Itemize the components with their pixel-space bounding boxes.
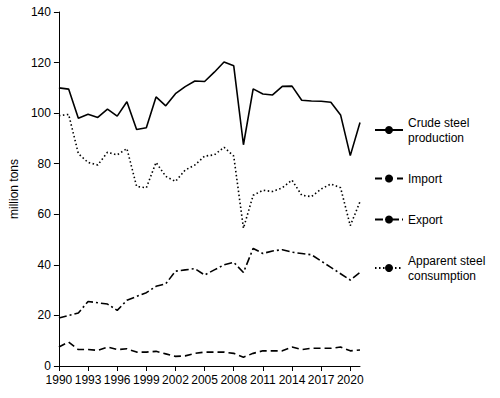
svg-text:20: 20	[38, 308, 52, 322]
svg-text:2011: 2011	[250, 373, 276, 387]
svg-text:1990: 1990	[46, 373, 73, 387]
svg-text:1999: 1999	[133, 373, 160, 387]
svg-text:Crude steel: Crude steel	[408, 116, 473, 130]
svg-text:million tons: million tons	[7, 159, 21, 219]
svg-text:2014: 2014	[279, 373, 306, 387]
svg-text:Apparent steel: Apparent steel	[408, 254, 489, 268]
svg-text:80: 80	[38, 157, 52, 171]
svg-text:2008: 2008	[220, 373, 247, 387]
svg-text:0: 0	[44, 359, 51, 373]
svg-text:2005: 2005	[191, 373, 218, 387]
svg-text:120: 120	[31, 56, 51, 70]
svg-text:2002: 2002	[162, 373, 189, 387]
svg-text:2017: 2017	[308, 373, 335, 387]
svg-text:Export: Export	[408, 213, 443, 227]
svg-text:2020: 2020	[337, 373, 364, 387]
svg-text:Import: Import	[408, 172, 443, 186]
svg-text:1993: 1993	[75, 373, 102, 387]
svg-text:1996: 1996	[104, 373, 131, 387]
svg-text:140: 140	[31, 5, 51, 19]
svg-text:40: 40	[38, 258, 52, 272]
svg-text:consumption: consumption	[408, 269, 476, 283]
svg-text:production: production	[408, 131, 464, 145]
svg-text:100: 100	[31, 106, 51, 120]
svg-text:60: 60	[38, 207, 52, 221]
